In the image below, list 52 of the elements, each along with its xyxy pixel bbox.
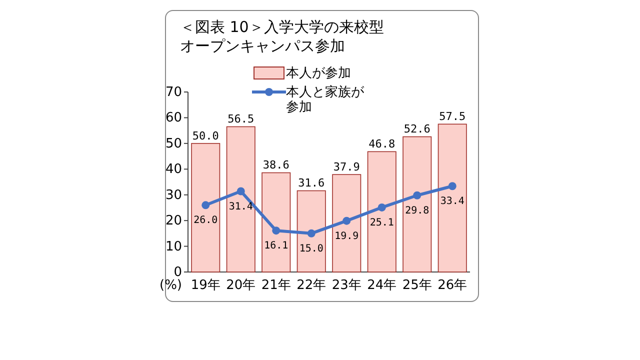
point bbox=[272, 226, 280, 235]
y-tick-label: 50 bbox=[165, 136, 182, 152]
data-label: 52.6 bbox=[404, 122, 430, 136]
x-tick-label: 20年 bbox=[226, 278, 256, 293]
x-tick-label: 26年 bbox=[438, 278, 468, 293]
data-label: 33.4 bbox=[440, 196, 464, 208]
legend-label: 本人と家族が参加 bbox=[286, 85, 365, 115]
data-label: 26.0 bbox=[194, 215, 218, 226]
data-label: 15.0 bbox=[299, 243, 324, 254]
bar bbox=[438, 124, 467, 272]
data-label: 16.1 bbox=[264, 240, 288, 252]
bar bbox=[262, 172, 291, 272]
x-tick-label: 22年 bbox=[296, 278, 326, 293]
y-tick-label: 40 bbox=[165, 162, 182, 178]
point bbox=[236, 187, 245, 196]
data-label: 50.0 bbox=[192, 129, 219, 142]
data-label: 25.1 bbox=[370, 217, 394, 228]
data-label: 57.5 bbox=[439, 110, 466, 124]
y-tick-label: 0 bbox=[174, 265, 182, 280]
data-label: 29.8 bbox=[405, 205, 430, 216]
y-tick-label: 20 bbox=[165, 214, 182, 229]
y-tick-label: 60 bbox=[165, 110, 182, 126]
point bbox=[342, 216, 351, 225]
data-label: 19.9 bbox=[334, 230, 359, 242]
legend-label: 本人が参加 bbox=[286, 66, 351, 81]
data-label: 46.8 bbox=[368, 138, 396, 151]
x-tick-label: 21年 bbox=[261, 278, 291, 293]
bar bbox=[367, 151, 396, 272]
data-label: 56.5 bbox=[228, 112, 254, 126]
data-label: 31.4 bbox=[228, 201, 253, 212]
x-tick-label: 25年 bbox=[402, 278, 432, 293]
bar bbox=[402, 136, 432, 272]
bar bbox=[191, 143, 220, 272]
point bbox=[307, 229, 316, 238]
y-axis-title: (%) bbox=[160, 278, 182, 293]
point bbox=[202, 201, 210, 210]
y-tick-label: 70 bbox=[165, 85, 182, 100]
data-label: 38.6 bbox=[262, 158, 290, 172]
chart-title: ＜図表 10＞入学大学の来校型オープンキャンパス参加 bbox=[180, 18, 385, 56]
bar bbox=[226, 126, 256, 272]
point bbox=[378, 203, 386, 212]
data-label: 31.6 bbox=[298, 176, 325, 190]
point bbox=[448, 182, 456, 190]
point bbox=[413, 191, 422, 200]
x-tick-label: 23年 bbox=[332, 278, 362, 293]
data-label: 37.9 bbox=[333, 160, 360, 174]
y-tick-label: 30 bbox=[165, 188, 182, 203]
x-tick-label: 19年 bbox=[190, 278, 220, 293]
bar bbox=[332, 174, 362, 272]
x-tick-label: 24年 bbox=[367, 278, 397, 293]
bar bbox=[296, 190, 326, 272]
y-tick-label: 10 bbox=[165, 239, 182, 254]
